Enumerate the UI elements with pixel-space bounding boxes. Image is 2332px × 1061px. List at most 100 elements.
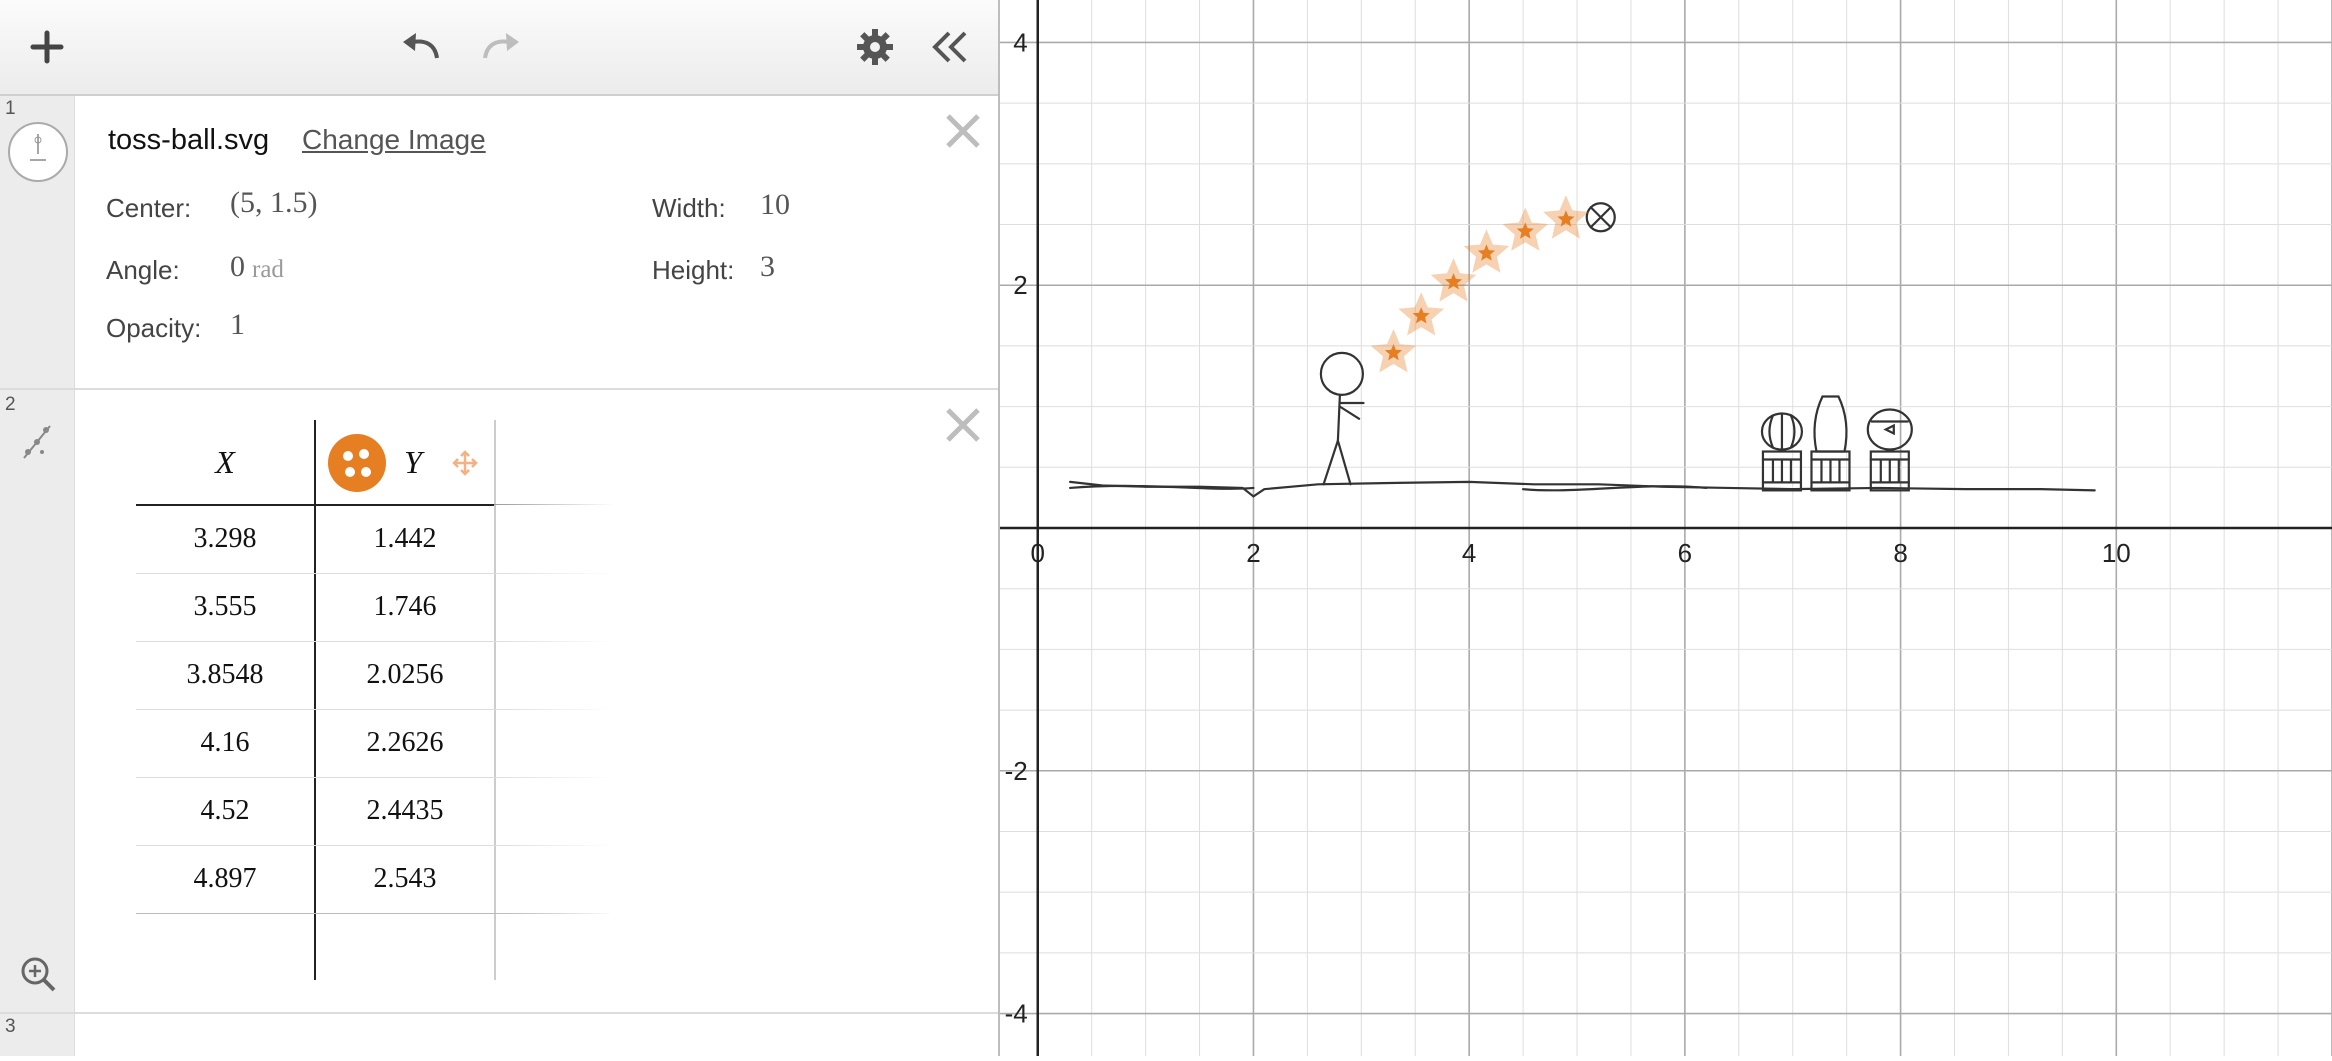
pedestal — [1869, 450, 1910, 492]
expression-toolbar — [0, 0, 998, 96]
data-point-star — [1477, 244, 1495, 261]
expression-gutter — [0, 96, 75, 1056]
pedestal-detail — [1810, 458, 1851, 484]
row-divider — [136, 641, 614, 642]
ball-pattern — [1589, 206, 1612, 229]
data-point[interactable] — [1543, 195, 1589, 239]
graph-canvas[interactable]: 0 2 4 6 8 10 4 2 -2 -4 — [1000, 0, 2332, 1056]
stick-figure-body — [1336, 393, 1341, 442]
x-tick-label: 0 — [1031, 538, 1045, 568]
table-cell-x[interactable]: 4.16 — [200, 727, 250, 758]
angle-unit: rad — [252, 256, 284, 283]
row-divider — [136, 777, 614, 778]
stick-figure-legs — [1322, 439, 1352, 486]
pedestal-detail — [1761, 458, 1803, 484]
table-cell-x[interactable]: 3.298 — [193, 523, 257, 554]
stick-figure-head — [1319, 351, 1364, 396]
table-cell-y[interactable]: 2.543 — [373, 863, 437, 894]
fishbowl-detail — [1870, 420, 1909, 436]
data-point-star — [1516, 222, 1534, 239]
height-label: Height: — [652, 255, 735, 285]
expression-index: 3 — [5, 1016, 16, 1037]
column-header-x[interactable]: X — [215, 443, 235, 480]
row-divider — [136, 913, 614, 914]
table-cell-y[interactable]: 2.4435 — [366, 795, 444, 826]
opacity-label: Opacity: — [106, 313, 202, 343]
x-tick-label: 10 — [2102, 538, 2131, 568]
table-cell-x[interactable]: 3.8548 — [186, 659, 264, 690]
drag-points-icon[interactable] — [452, 450, 478, 481]
data-point-star — [1384, 344, 1402, 361]
width-input[interactable]: 10 — [760, 188, 790, 221]
pedestal — [1761, 450, 1803, 492]
expression-index: 1 — [5, 98, 16, 119]
header-underline — [494, 504, 614, 505]
pedestal-detail — [1869, 458, 1910, 484]
column-divider — [314, 420, 316, 980]
header-underline — [136, 504, 494, 506]
expression-panel: 1 toss-ball.svg Change Image Center: (5,… — [0, 0, 1000, 1056]
expression-index: 2 — [5, 394, 16, 415]
y-tick-label: -2 — [1005, 756, 1028, 786]
row-divider — [136, 845, 614, 846]
data-point-star — [1557, 210, 1575, 227]
height-input[interactable]: 3 — [760, 250, 775, 283]
pumpkin-detail — [1768, 412, 1796, 450]
x-tick-label: 4 — [1462, 538, 1476, 568]
image-filename: toss-ball.svg — [108, 124, 270, 156]
toss-ball-image — [1069, 202, 2096, 498]
redo-icon[interactable] — [476, 22, 526, 72]
table-cell-x[interactable]: 3.555 — [193, 591, 257, 622]
expression-divider — [0, 1012, 998, 1014]
ball — [1585, 202, 1616, 233]
row-divider — [136, 709, 614, 710]
graph-paper[interactable]: 0 2 4 6 8 10 4 2 -2 -4 — [1000, 0, 2332, 1056]
data-point-star — [1412, 307, 1430, 324]
zoom-in-icon[interactable] — [18, 954, 58, 999]
data-point[interactable] — [1398, 292, 1444, 336]
data-point[interactable] — [1430, 258, 1477, 302]
y-tick-label: 4 — [1013, 27, 1027, 57]
delete-expression-icon[interactable] — [942, 110, 984, 152]
table-cell-y[interactable]: 2.0256 — [366, 659, 444, 690]
stick-figure-arms — [1338, 401, 1365, 420]
undo-icon[interactable] — [396, 22, 446, 72]
table-icon — [20, 422, 54, 467]
y-tick-label: -4 — [1005, 999, 1028, 1029]
plus-icon[interactable] — [22, 22, 72, 72]
y-tick-label: 2 — [1013, 270, 1027, 300]
ground-line — [1069, 484, 1255, 490]
row-divider — [136, 573, 614, 574]
angle-input[interactable]: 0 — [230, 250, 245, 283]
data-point-star — [1444, 273, 1463, 290]
data-point[interactable] — [1502, 207, 1549, 251]
center-label: Center: — [106, 193, 192, 223]
x-tick-label: 8 — [1893, 538, 1907, 568]
angle-label: Angle: — [106, 255, 180, 285]
double-chevron-left-icon[interactable] — [926, 22, 976, 72]
width-label: Width: — [652, 193, 726, 223]
center-input[interactable]: (5, 1.5) — [230, 186, 318, 219]
opacity-input[interactable]: 1 — [230, 308, 245, 341]
column-header-y[interactable]: Y — [404, 443, 422, 480]
table-cell-y[interactable]: 1.746 — [373, 591, 437, 622]
gear-icon[interactable] — [850, 22, 900, 72]
expression-divider — [0, 388, 998, 390]
data-point[interactable] — [1370, 329, 1417, 373]
ground-line — [1069, 480, 2096, 498]
fishbowl — [1866, 408, 1913, 451]
delete-expression-icon[interactable] — [942, 404, 984, 446]
ground-line — [1521, 485, 1708, 492]
x-tick-label: 6 — [1678, 538, 1692, 568]
point-style-icon[interactable] — [328, 434, 386, 492]
x-tick-label: 2 — [1246, 538, 1260, 568]
vase — [1813, 395, 1848, 453]
image-thumbnail-icon[interactable] — [8, 122, 68, 182]
table-cell-y[interactable]: 1.442 — [373, 523, 437, 554]
data-point[interactable] — [1463, 229, 1510, 273]
table-cell-x[interactable]: 4.52 — [200, 795, 250, 826]
table-cell-y[interactable]: 2.2626 — [366, 727, 444, 758]
table-cell-x[interactable]: 4.897 — [193, 863, 257, 894]
change-image-link[interactable]: Change Image — [302, 124, 486, 155]
column-divider — [494, 420, 496, 980]
